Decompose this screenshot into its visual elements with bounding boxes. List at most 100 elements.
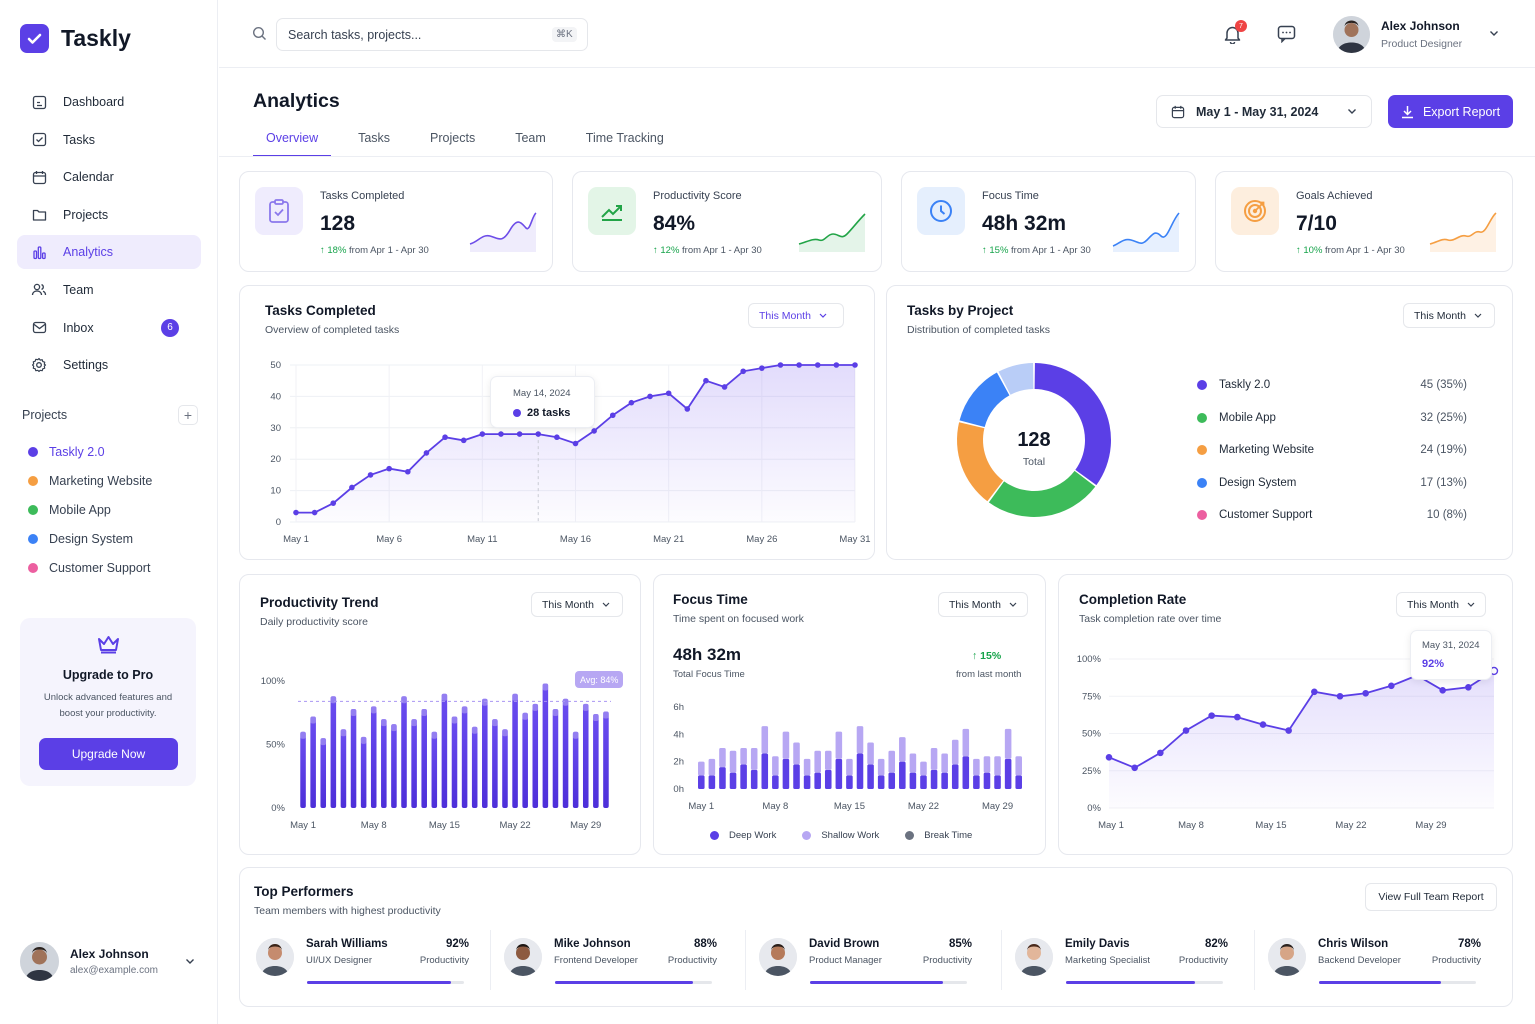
export-report-button[interactable]: Export Report <box>1388 95 1513 128</box>
add-project-button[interactable]: + <box>178 405 198 425</box>
date-range-picker[interactable]: May 1 - May 31, 2024 <box>1156 95 1372 128</box>
sidebar-item-team[interactable]: Team <box>17 273 201 307</box>
tasks-by-project-card: Tasks by Project Distribution of complet… <box>886 285 1513 560</box>
donut-center-label: Total <box>1022 456 1046 468</box>
productivity-trend-card: Productivity Trend Daily productivity sc… <box>239 574 641 855</box>
range-select[interactable]: This Month <box>938 592 1028 617</box>
sidebar-item-analytics[interactable]: Analytics <box>17 235 201 270</box>
search-input[interactable] <box>276 18 588 51</box>
kpi-card-tasks-completed: Tasks Completed 128 ↑ 18% from Apr 1 - A… <box>239 171 553 272</box>
project-color-dot <box>28 563 38 574</box>
sidebar-item-projects[interactable]: Projects <box>17 198 201 232</box>
project-label: Customer Support <box>49 561 151 576</box>
tab-team[interactable]: Team <box>515 131 546 145</box>
upgrade-now-button[interactable]: Upgrade Now <box>39 738 178 770</box>
legend-label: Deep Work <box>729 830 777 841</box>
range-select[interactable]: This Month <box>531 592 623 617</box>
project-item-design-system[interactable]: Design System <box>28 525 152 554</box>
bar-chart-icon <box>31 244 47 260</box>
tab-projects[interactable]: Projects <box>430 131 476 145</box>
data-point <box>777 362 784 368</box>
sidebar-item-tasks[interactable]: Tasks <box>17 123 201 157</box>
legend-dot <box>1197 413 1207 423</box>
date-range-value: May 1 - May 31, 2024 <box>1196 104 1319 119</box>
bar-cap <box>451 716 458 724</box>
legend-label: Marketing Website <box>1219 444 1315 456</box>
range-select[interactable]: This Month <box>1396 592 1486 617</box>
bar-cap <box>542 683 549 691</box>
chart-tooltip: May 14, 2024 28 tasks <box>490 376 595 428</box>
performer-item[interactable]: Chris Wilson Backend Developer 78% Producti… <box>1268 938 1481 976</box>
bar-deep-work <box>888 772 896 789</box>
bar-cap <box>381 719 387 727</box>
tooltip-dot <box>513 409 521 417</box>
bar-shallow-work <box>867 742 874 765</box>
legend-item: Break Time <box>905 830 972 841</box>
data-point <box>647 393 653 400</box>
tab-time-tracking[interactable]: Time Tracking <box>585 131 664 145</box>
project-item-mobile-app[interactable]: Mobile App <box>28 495 152 524</box>
chart-title: Focus Time <box>673 592 748 607</box>
legend-item: Design System 17 (13%) <box>1197 477 1467 489</box>
bar-cap <box>512 693 518 701</box>
performer-item[interactable]: Sarah Williams UI/UX Designer 92% Productiv… <box>256 938 469 976</box>
avatar <box>759 938 797 976</box>
range-select[interactable]: This Month <box>1403 303 1495 328</box>
bar <box>542 683 549 808</box>
clipboard-check-icon <box>255 187 303 235</box>
bar-cap <box>572 731 579 739</box>
legend-dot <box>905 831 915 840</box>
performer-item[interactable]: Mike Johnson Frontend Developer 88% Product… <box>504 938 717 976</box>
performer-item[interactable]: David Brown Product Manager 85% Productivit… <box>759 938 972 976</box>
brand[interactable]: Taskly <box>20 24 131 53</box>
axis-tick-label: 50 <box>270 360 281 371</box>
performer-item[interactable]: Emily Davis Marketing Specialist 82% Produc… <box>1015 938 1228 976</box>
chart-title: Top Performers <box>254 884 354 899</box>
sidebar-item-settings[interactable]: Settings <box>17 348 201 382</box>
bar-cap <box>482 698 488 706</box>
area-fill <box>1109 670 1494 808</box>
kpi-value: 48h 32m <box>982 212 1067 235</box>
user-menu[interactable]: Alex Johnson Product Designer <box>1333 16 1462 53</box>
sidebar-item-inbox[interactable]: Inbox 6 <box>17 311 201 345</box>
project-item-marketing-website[interactable]: Marketing Website <box>28 466 152 495</box>
completion-rate-card: Completion Rate Task completion rate ove… <box>1058 574 1513 855</box>
bar-deep-work <box>814 772 821 789</box>
bar-shallow-work <box>698 761 705 776</box>
bar-cap <box>350 708 357 716</box>
tab-tasks[interactable]: Tasks <box>358 131 391 145</box>
sidebar-item-dashboard[interactable]: Dashboard <box>17 85 201 119</box>
productivity-bar <box>1319 981 1476 984</box>
tab-overview[interactable]: Overview <box>253 124 332 157</box>
project-item-taskly[interactable]: Taskly 2.0 <box>28 437 152 466</box>
bar <box>431 731 438 808</box>
bar-cap <box>552 708 559 716</box>
performer-metric-label: Productivity <box>922 955 972 966</box>
sidebar-item-calendar[interactable]: Calendar <box>17 160 201 194</box>
search-shortcut: ⌘K <box>552 27 577 42</box>
axis-tick-label: 0% <box>271 803 285 814</box>
sidebar-item-label: Tasks <box>63 132 95 147</box>
view-full-team-report-button[interactable]: View Full Team Report <box>1365 883 1497 911</box>
bar-cap <box>411 719 417 727</box>
legend-item: Taskly 2.0 45 (35%) <box>1197 379 1467 391</box>
chevron-down-icon[interactable] <box>1489 30 1499 37</box>
chevron-down-icon[interactable] <box>185 958 195 965</box>
project-label: Marketing Website <box>49 473 153 488</box>
performer-metric: 92% Productivity <box>409 938 469 966</box>
kpi-sparkline <box>798 213 866 252</box>
performer-name: Mike Johnson <box>554 938 631 950</box>
kpi-delta-text: from Apr 1 - Apr 30 <box>1325 245 1405 256</box>
range-select[interactable]: This Month <box>748 303 844 328</box>
legend-label: Customer Support <box>1219 509 1313 521</box>
project-item-customer-support[interactable]: Customer Support <box>28 554 152 583</box>
data-point <box>1157 749 1164 757</box>
sidebar-item-label: Dashboard <box>63 95 125 109</box>
legend-item: Deep Work <box>710 830 776 841</box>
chart-title: Tasks by Project <box>907 303 1014 318</box>
bar-deep-work <box>983 772 991 789</box>
kpi-label: Productivity Score <box>653 190 742 202</box>
range-value: This Month <box>542 598 594 611</box>
chat-icon[interactable] <box>1277 25 1296 43</box>
sidebar-user[interactable]: Alex Johnson alex@example.com <box>20 942 200 981</box>
